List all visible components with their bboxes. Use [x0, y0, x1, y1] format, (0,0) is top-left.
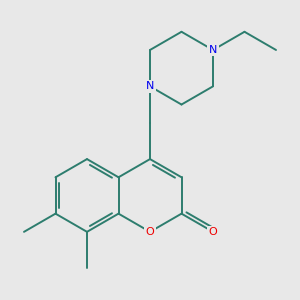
Text: N: N — [209, 45, 217, 55]
Text: O: O — [146, 227, 154, 237]
Text: O: O — [208, 227, 217, 237]
Text: N: N — [146, 81, 154, 91]
